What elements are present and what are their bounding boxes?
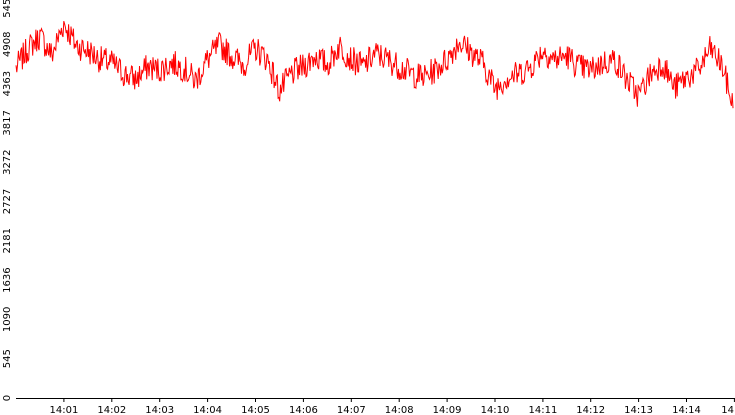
x-tick-label: 14:04 xyxy=(193,405,222,415)
y-tick-label: 3817 xyxy=(2,110,13,135)
y-tick-label: 3272 xyxy=(2,149,13,174)
x-tick-label: 14:08 xyxy=(385,405,414,415)
y-tick-label: 2181 xyxy=(2,228,13,253)
y-tick-label: 0 xyxy=(2,395,13,401)
y-tick-label: 1636 xyxy=(2,267,13,292)
x-tick-label: 14:11 xyxy=(528,405,557,415)
x-axis-ticks: 14:01 14:02 14:03 14:04 14:05 14:06 14:07 14:08… xyxy=(49,398,735,415)
x-tick-label: 14:10 xyxy=(481,405,510,415)
x-tick-label: 14:01 xyxy=(49,405,78,415)
x-tick-label: 14 xyxy=(721,405,734,415)
x-tick-label: 14:09 xyxy=(433,405,462,415)
x-tick-label: 14:13 xyxy=(624,405,653,415)
y-tick-label: 545 xyxy=(2,349,13,368)
x-tick-label: 14:07 xyxy=(337,405,366,415)
y-tick-label: 1090 xyxy=(2,307,13,332)
x-tick-label: 14:02 xyxy=(97,405,126,415)
x-tick-label: 14:05 xyxy=(241,405,270,415)
y-tick-label: 5454 xyxy=(2,0,13,18)
series-line xyxy=(15,20,734,109)
x-tick-label: 14:14 xyxy=(672,405,701,415)
x-tick-label: 14:03 xyxy=(145,405,174,415)
y-axis-ticks: 0 545 1090 1636 2181 2727 3272 3817 4363 4908 5454 xyxy=(2,0,13,401)
series-layer xyxy=(15,20,734,109)
y-tick-label: 4908 xyxy=(2,32,13,57)
x-tick-label: 14:12 xyxy=(576,405,605,415)
x-tick-label: 14:06 xyxy=(289,405,318,415)
y-tick-label: 2727 xyxy=(2,189,13,214)
y-tick-label: 4363 xyxy=(2,71,13,96)
